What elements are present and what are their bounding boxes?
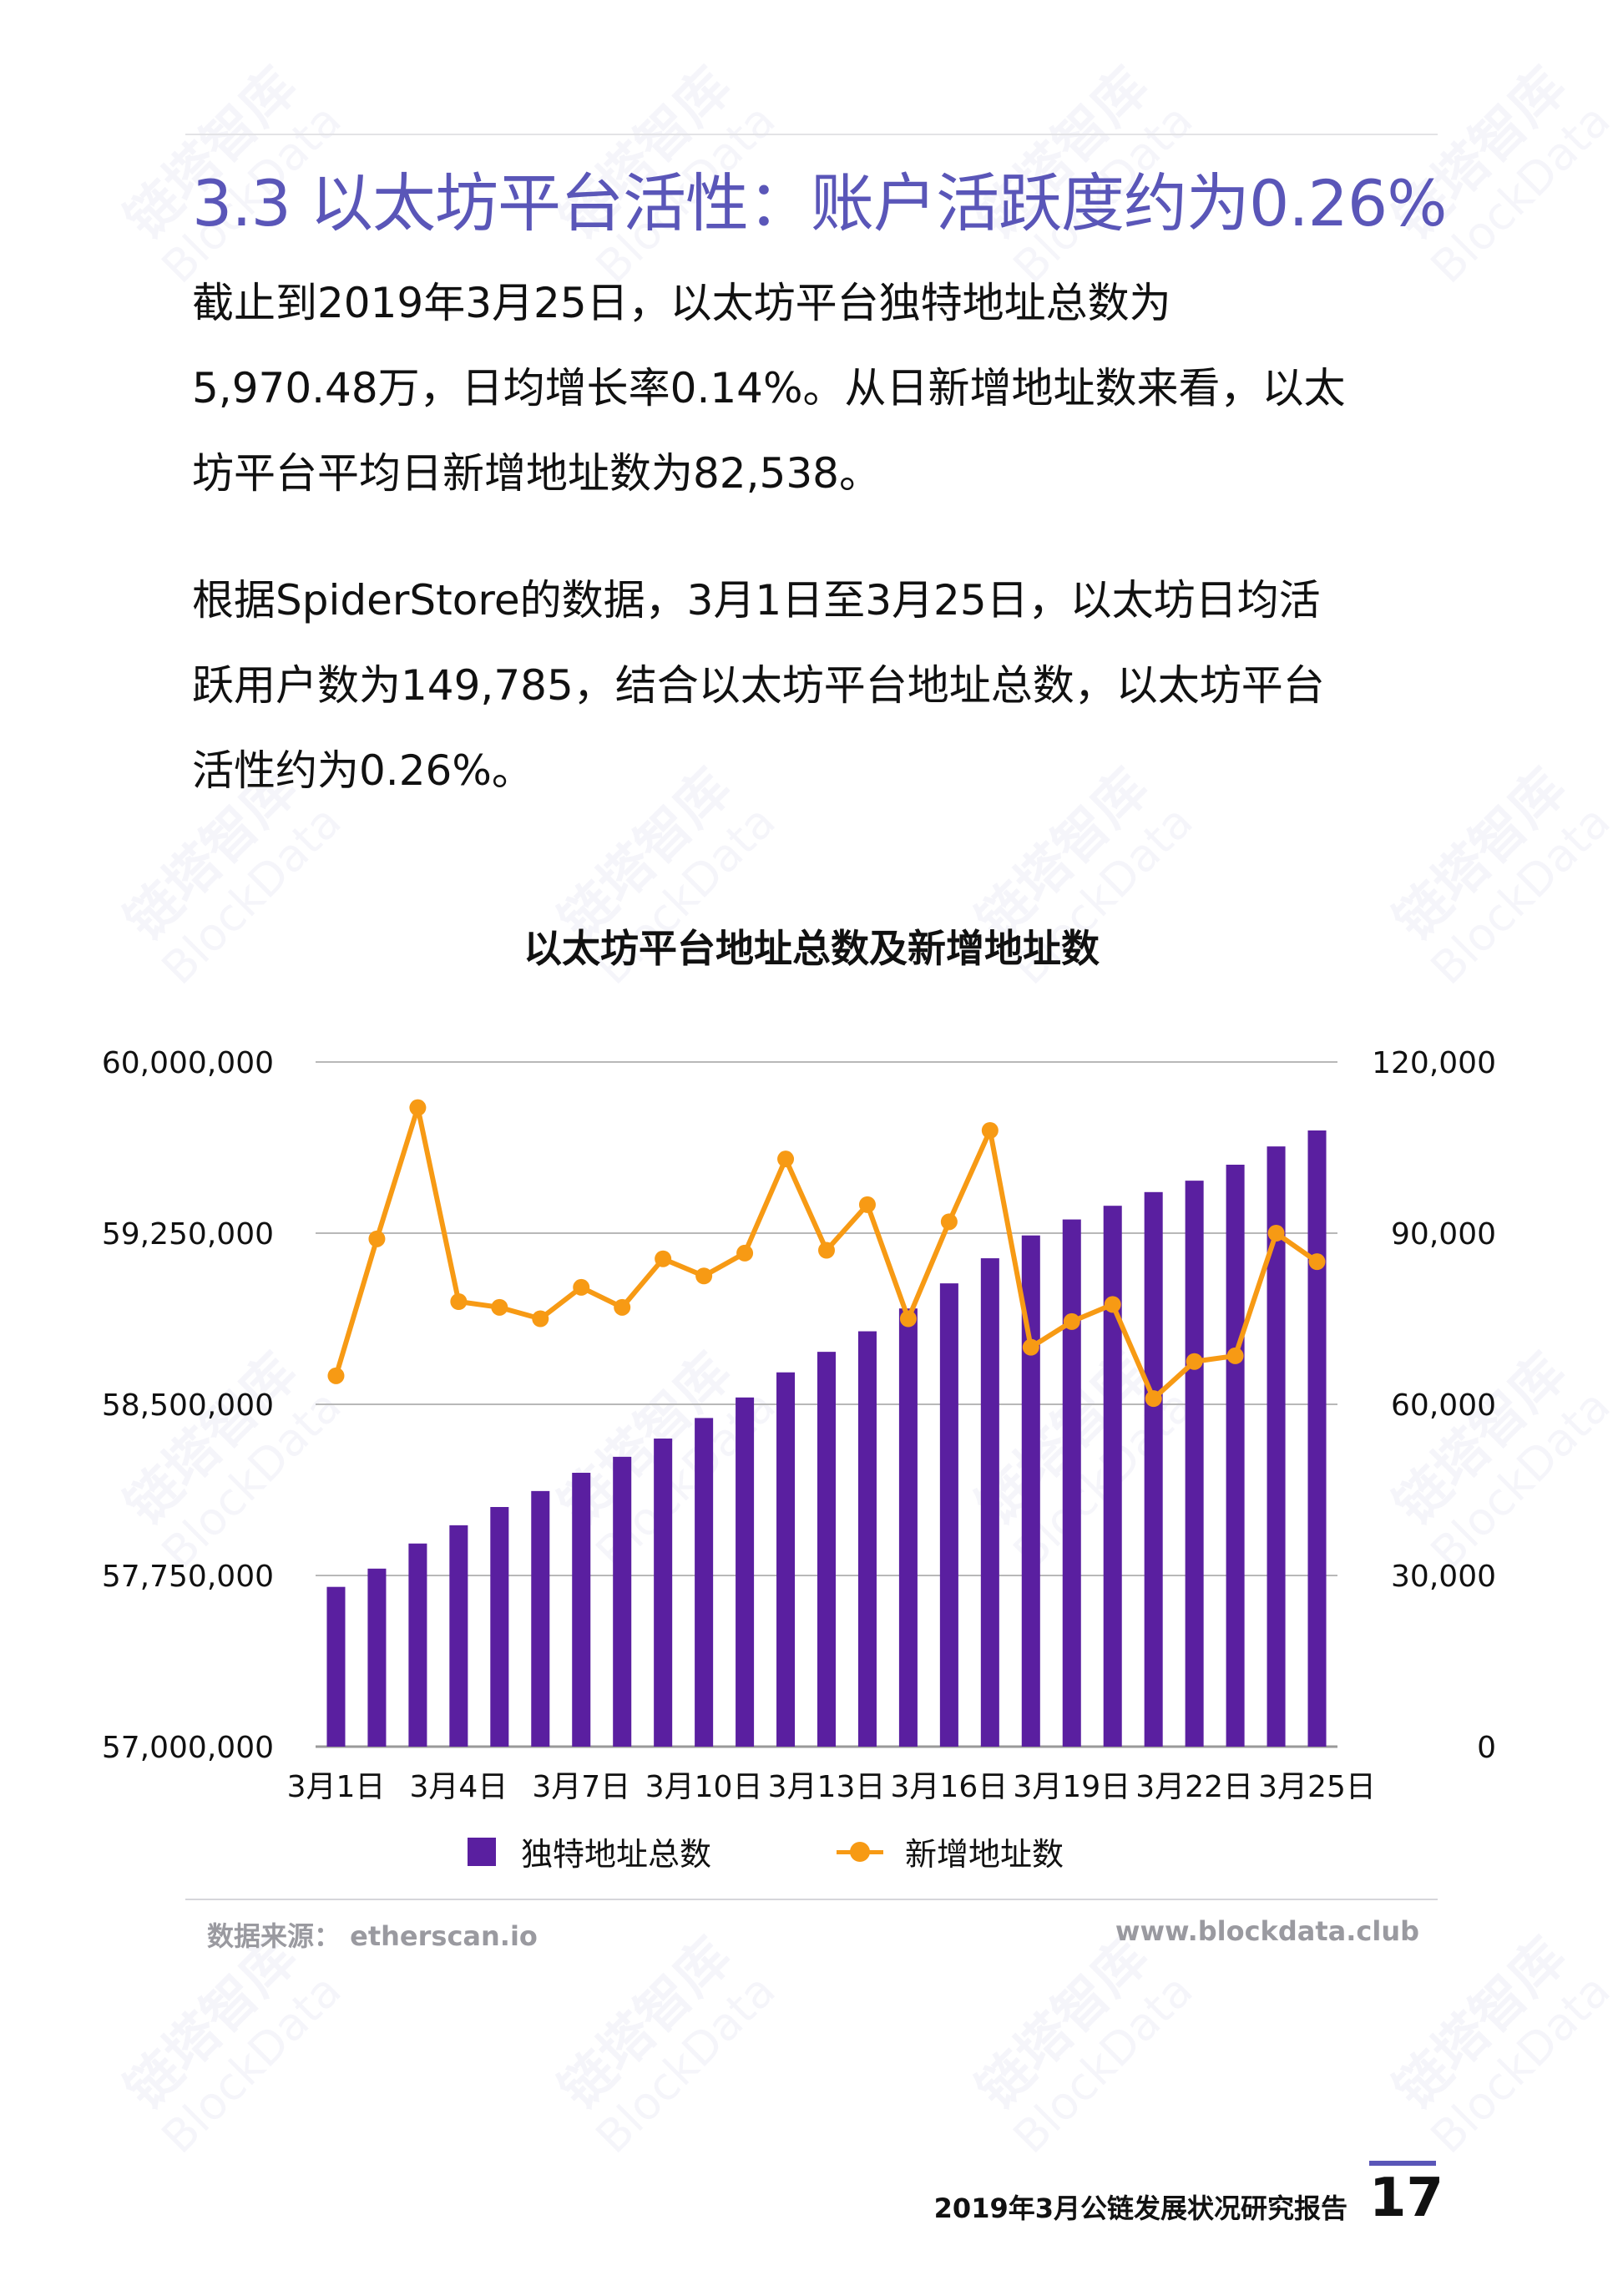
line-point	[695, 1267, 713, 1285]
bar	[776, 1372, 796, 1747]
bar	[1226, 1165, 1245, 1747]
line-point	[532, 1310, 549, 1328]
paragraph-2-line: 根据SpiderStore的数据，3月1日至3月25日，以太坊日均活	[192, 576, 1321, 625]
legend-line-swatch	[837, 1838, 884, 1866]
line-point	[736, 1244, 754, 1262]
bar	[857, 1331, 877, 1747]
bar	[326, 1586, 346, 1747]
line-point	[368, 1230, 386, 1247]
y-right-tick-label: 60,000	[1391, 1388, 1496, 1423]
line-point	[614, 1298, 631, 1316]
x-tick-label: 3月25日	[1258, 1770, 1376, 1804]
legend-line-label: 新增地址数	[905, 1836, 1064, 1873]
line-point	[1145, 1390, 1162, 1408]
line-point	[1063, 1312, 1080, 1330]
line-point	[327, 1367, 345, 1384]
y-right-tick-label: 30,000	[1391, 1560, 1496, 1594]
bar	[490, 1507, 509, 1747]
page-number: 17	[1369, 2167, 1444, 2229]
line-point	[858, 1196, 876, 1213]
bar	[1103, 1206, 1122, 1747]
bar	[898, 1308, 918, 1747]
bar	[1021, 1235, 1040, 1747]
bar	[1062, 1219, 1081, 1747]
chart-title: 以太坊平台地址总数及新增地址数	[523, 926, 1100, 971]
line-point	[1267, 1225, 1285, 1242]
site-url: www.blockdata.club	[1115, 1915, 1419, 1947]
paragraph-1: 截止到2019年3月25日，以太坊平台独特地址总数为 5,970.48万，日均增…	[192, 260, 1436, 516]
paragraph-1-line: 截止到2019年3月25日，以太坊平台独特地址总数为	[192, 279, 1171, 327]
line-point	[491, 1298, 508, 1316]
y-right-tick-label: 90,000	[1391, 1217, 1496, 1252]
bar	[449, 1525, 468, 1747]
y-right-tick-label: 120,000	[1372, 1046, 1496, 1080]
bar	[1267, 1146, 1286, 1747]
y-left-tick-label: 59,250,000	[102, 1217, 274, 1252]
data-source: 数据来源： etherscan.io	[207, 1920, 538, 1952]
legend-bar-label: 独特地址总数	[521, 1836, 712, 1873]
section-title: 3.3 以太坊平台活性：账户活跃度约为0.26%	[192, 166, 1447, 240]
bar	[695, 1418, 714, 1747]
x-tick-label: 3月22日	[1135, 1770, 1253, 1804]
paragraph-2: 根据SpiderStore的数据，3月1日至3月25日，以太坊日均活 跃用户数为…	[192, 558, 1436, 813]
x-tick-label: 3月1日	[287, 1770, 386, 1804]
line-point	[981, 1122, 999, 1139]
bar	[980, 1258, 999, 1747]
line-point	[1308, 1253, 1326, 1271]
y-left-tick-label: 57,000,000	[102, 1731, 274, 1765]
bar	[654, 1439, 673, 1747]
line-point	[1022, 1338, 1039, 1356]
paragraph-1-line: 5,970.48万，日均增长率0.14%。从日新增地址数来看，以太	[192, 364, 1346, 412]
x-tick-label: 3月13日	[768, 1770, 886, 1804]
paragraph-1-line: 坊平台平均日新增地址数为82,538。	[192, 449, 881, 498]
bar	[817, 1352, 837, 1747]
paragraph-2-line: 跃用户数为149,785，结合以太坊平台地址总数，以太坊平台	[192, 661, 1325, 710]
top-divider	[185, 134, 1438, 135]
line-point	[655, 1250, 672, 1267]
bar	[1185, 1181, 1204, 1747]
line-point	[1104, 1296, 1121, 1313]
chart-legend: 独特地址总数 新增地址数	[468, 1828, 1189, 1874]
x-tick-label: 3月10日	[645, 1770, 763, 1804]
line-point	[940, 1213, 958, 1231]
bar	[1144, 1191, 1163, 1747]
bar	[1307, 1130, 1327, 1747]
legend-item-line: 新增地址数	[837, 1828, 1064, 1874]
bar	[613, 1456, 632, 1747]
legend-bar-swatch	[468, 1837, 496, 1866]
line-point	[818, 1242, 835, 1259]
x-tick-label: 3月19日	[1013, 1770, 1130, 1804]
line-point	[1186, 1353, 1203, 1370]
bar	[939, 1283, 958, 1747]
y-left-tick-label: 58,500,000	[102, 1388, 274, 1423]
x-tick-label: 3月7日	[532, 1770, 630, 1804]
bar	[408, 1543, 427, 1747]
bar	[572, 1473, 591, 1747]
y-left-tick-label: 57,750,000	[102, 1560, 274, 1594]
line-point	[777, 1151, 795, 1168]
bottom-divider	[185, 1899, 1438, 1900]
line-point	[409, 1099, 427, 1116]
bar	[736, 1397, 755, 1747]
line-point	[573, 1278, 590, 1296]
line-point	[1226, 1347, 1244, 1364]
paragraph-2-line: 活性约为0.26%。	[192, 746, 533, 795]
y-right-tick-label: 0	[1477, 1731, 1496, 1765]
page-number-accent	[1369, 2161, 1436, 2166]
legend-item-bars: 独特地址总数	[468, 1828, 711, 1874]
bar	[367, 1568, 387, 1747]
line-point	[899, 1310, 917, 1328]
x-tick-label: 3月4日	[409, 1770, 508, 1804]
line-point	[450, 1293, 468, 1310]
x-tick-label: 3月16日	[891, 1770, 1009, 1804]
footer-report-title: 2019年3月公链发展状况研究报告	[933, 2192, 1347, 2224]
y-left-tick-label: 60,000,000	[102, 1046, 274, 1080]
bar	[531, 1490, 550, 1747]
